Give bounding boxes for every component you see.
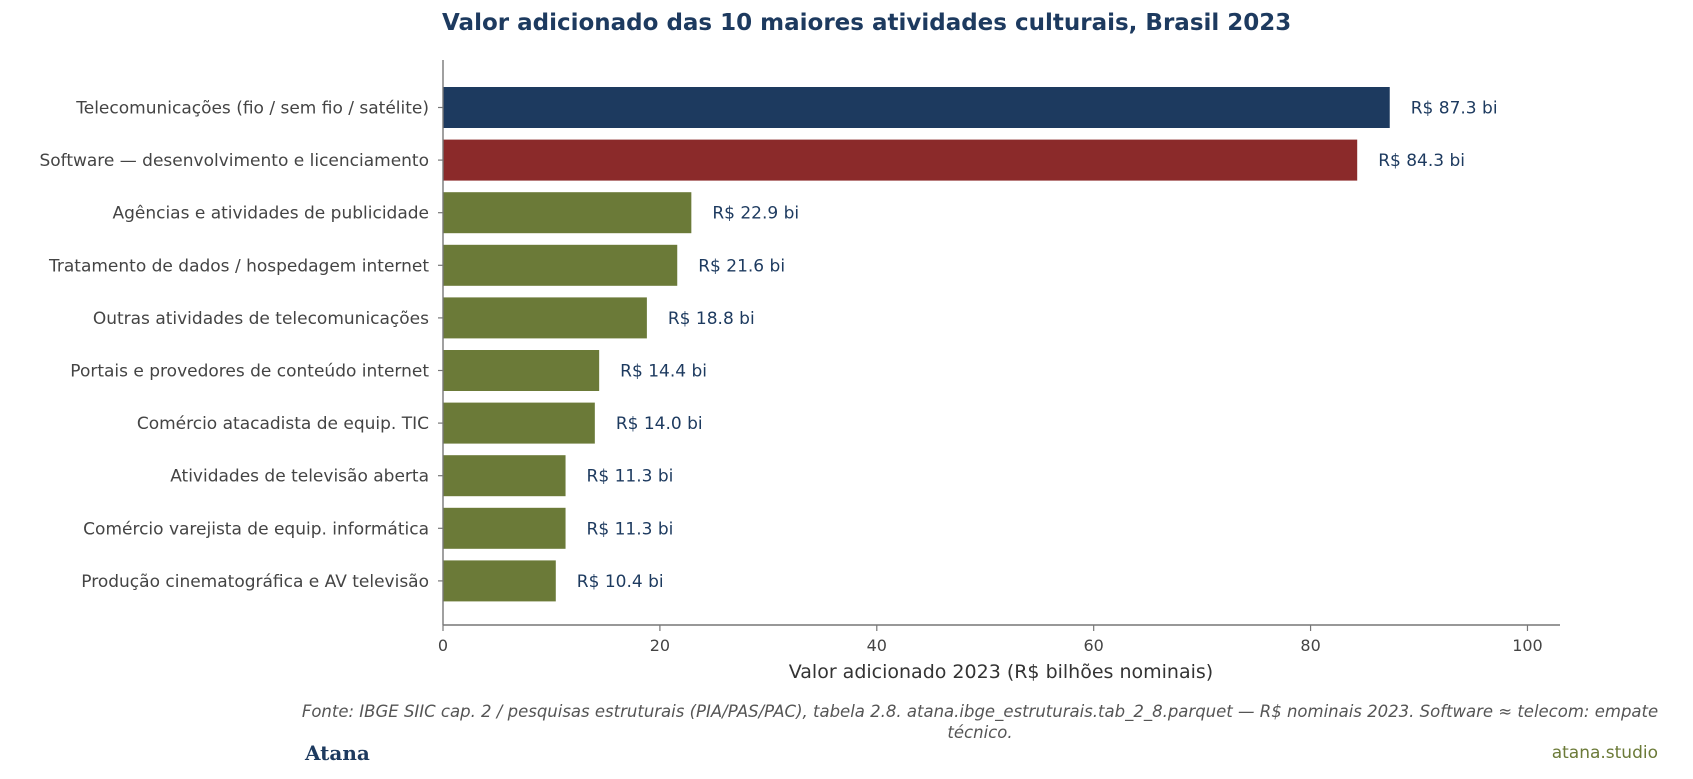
data-label: R$ 18.8 bi <box>668 309 755 329</box>
data-label: R$ 21.6 bi <box>698 256 785 276</box>
bar <box>443 87 1390 128</box>
data-label: R$ 84.3 bi <box>1378 151 1465 171</box>
bar <box>443 560 556 602</box>
data-label: R$ 11.3 bi <box>587 519 674 539</box>
y-tick-label: Comércio varejista de equip. informática <box>83 519 429 539</box>
data-label: R$ 14.4 bi <box>620 362 707 382</box>
y-tick-label: Telecomunicações (fio / sem fio / satéli… <box>75 99 429 119</box>
x-tick-label: 20 <box>650 636 670 655</box>
bars-group: R$ 87.3 bi R$ 84.3 bi R$ 22.9 bi R$ 21.6 bi… <box>443 87 1498 602</box>
y-tick-label: Portais e provedores de conteúdo interne… <box>70 362 429 382</box>
bar <box>443 455 566 497</box>
y-tick-label: Tratamento de dados / hospedagem interne… <box>48 256 429 276</box>
y-tick-label: Produção cinematográfica e AV televisão <box>81 572 429 592</box>
bar <box>443 297 647 339</box>
axes-group: Telecomunicações (fio / sem fio / satéli… <box>39 60 1560 655</box>
x-tick-label: 40 <box>867 636 887 655</box>
x-tick-label: 100 <box>1512 636 1543 655</box>
chart-title: Valor adicionado das 10 maiores atividad… <box>442 10 1292 36</box>
source-note: Fonte: IBGE SIIC cap. 2 / pesquisas estr… <box>301 702 1659 742</box>
x-tick-label: 0 <box>438 636 448 655</box>
data-label: R$ 87.3 bi <box>1411 99 1498 119</box>
x-tick-label: 80 <box>1300 636 1320 655</box>
bar <box>443 244 678 286</box>
y-tick-label: Outras atividades de telecomunicações <box>93 309 429 329</box>
data-label: R$ 10.4 bi <box>577 572 664 592</box>
y-tick-label: Comércio atacadista de equip. TIC <box>137 414 429 434</box>
bar <box>443 507 566 549</box>
bar <box>443 192 692 234</box>
y-tick-label: Software — desenvolvimento e licenciamen… <box>39 151 429 171</box>
y-tick-label: Agências e atividades de publicidade <box>112 204 429 224</box>
data-label: R$ 11.3 bi <box>587 467 674 487</box>
bar <box>443 402 595 444</box>
data-label: R$ 14.0 bi <box>616 414 703 434</box>
site-link[interactable]: atana.studio <box>1551 743 1658 763</box>
x-tick-label: 60 <box>1083 636 1103 655</box>
data-label: R$ 22.9 bi <box>712 204 799 224</box>
bar <box>443 139 1358 181</box>
bar <box>443 350 600 391</box>
y-tick-label: Atividades de televisão aberta <box>170 467 429 487</box>
brand-logo: Atana <box>305 741 370 765</box>
x-axis-label: Valor adicionado 2023 (R$ bilhões nomina… <box>788 661 1214 683</box>
